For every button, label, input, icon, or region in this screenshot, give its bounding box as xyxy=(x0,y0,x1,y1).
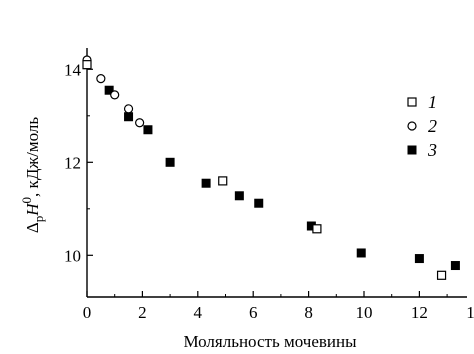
data-point-series-2 xyxy=(136,119,144,127)
x-tick-label: 2 xyxy=(138,303,147,322)
x-tick-label: 10 xyxy=(356,303,373,322)
y-axis-label: ΔрH0, кДж/моль xyxy=(19,117,46,234)
x-tick-label: 14 xyxy=(466,303,474,322)
y-axis-title: ΔрH0, кДж/моль xyxy=(19,117,46,234)
data-marks xyxy=(83,56,459,279)
legend: 1 2 3 xyxy=(408,92,437,160)
data-point-series-3 xyxy=(144,126,152,134)
data-point-series-3 xyxy=(125,113,133,121)
legend-label-3: 3 xyxy=(427,140,437,160)
y-axis-label-suffix: , кДж/моль xyxy=(23,117,42,197)
data-point-series-1 xyxy=(219,177,227,185)
legend-label-1: 1 xyxy=(428,92,437,112)
plot-frame xyxy=(87,48,467,297)
y-tick-label: 14 xyxy=(64,60,82,79)
data-point-series-3 xyxy=(451,262,459,270)
x-tick-label: 0 xyxy=(83,303,92,322)
data-point-series-2 xyxy=(97,75,105,83)
x-tick-label: 6 xyxy=(249,303,258,322)
data-point-series-3 xyxy=(166,158,174,166)
y-tick-label: 10 xyxy=(64,246,81,265)
data-point-series-2 xyxy=(125,105,133,113)
data-point-series-3 xyxy=(255,199,263,207)
legend-marker-3 xyxy=(408,146,416,154)
data-point-series-3 xyxy=(357,249,365,257)
data-point-series-3 xyxy=(202,179,210,187)
y-axis-label-prefix: Δ xyxy=(23,222,42,233)
x-tick-label: 4 xyxy=(194,303,203,322)
data-point-series-3 xyxy=(415,255,423,263)
legend-label-2: 2 xyxy=(428,116,437,136)
data-point-series-2 xyxy=(111,91,119,99)
data-point-series-3 xyxy=(235,192,243,200)
data-point-series-1 xyxy=(438,271,446,279)
legend-marker-2 xyxy=(408,122,416,130)
y-tick-label: 12 xyxy=(64,153,81,172)
x-axis-label: Моляльность мочевины xyxy=(183,332,357,351)
data-point-series-1 xyxy=(83,61,91,69)
x-tick-label: 12 xyxy=(411,303,428,322)
legend-marker-1 xyxy=(408,98,416,106)
data-point-series-1 xyxy=(313,225,321,233)
x-tick-label: 8 xyxy=(304,303,313,322)
